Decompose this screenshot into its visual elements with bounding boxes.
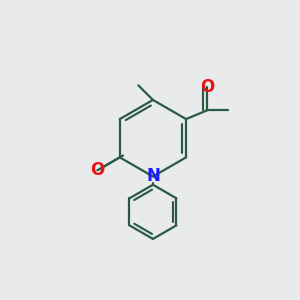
- Text: O: O: [90, 161, 104, 179]
- Text: O: O: [200, 78, 214, 96]
- Text: N: N: [146, 167, 160, 185]
